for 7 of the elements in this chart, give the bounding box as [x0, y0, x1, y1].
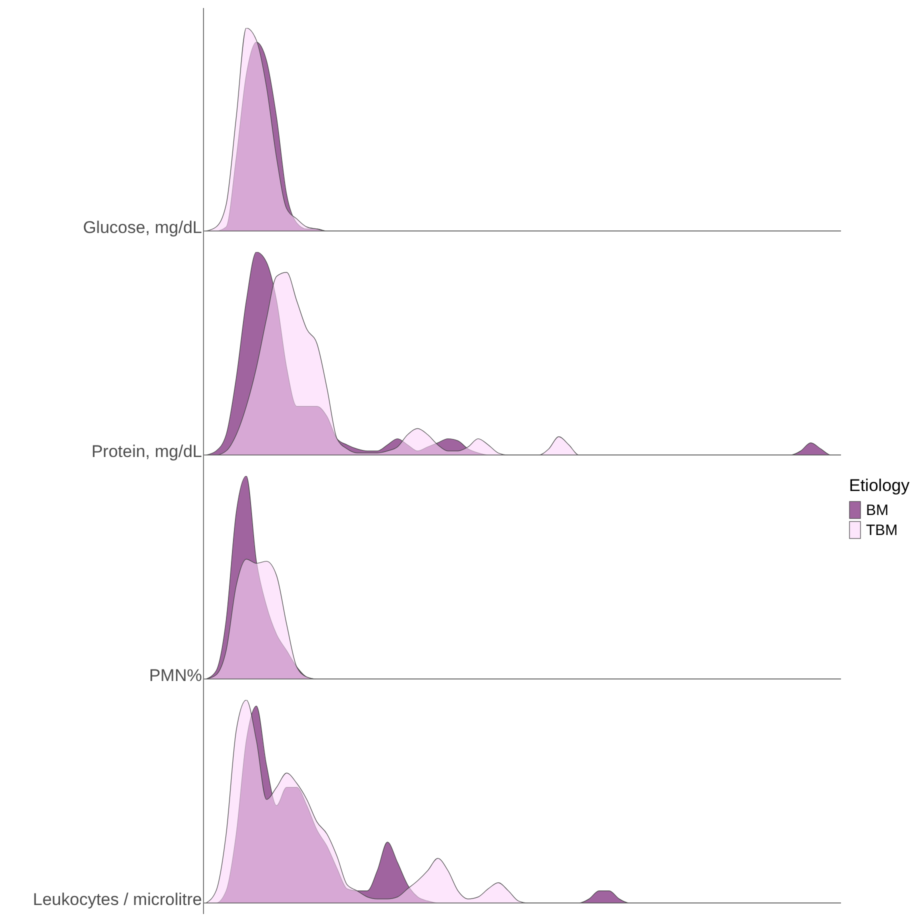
y-axis-title: Leukocytes / microlitre: [32, 890, 202, 910]
y-axis-title: Protein, mg/dL: [91, 442, 202, 462]
y-axis-title: Glucose, mg/dL: [82, 218, 202, 238]
legend-label: BM: [866, 502, 888, 518]
legend-label: TBM: [866, 522, 898, 538]
y-axis-title: PMN%: [149, 666, 202, 686]
legend-title: Etiology: [849, 476, 910, 496]
